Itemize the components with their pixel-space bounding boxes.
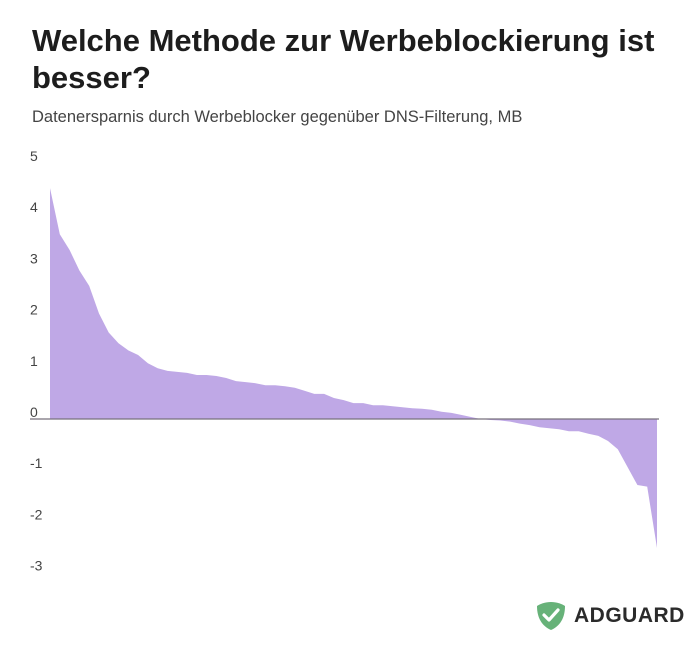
area-series [50, 188, 657, 548]
y-tick-label: -3 [30, 558, 43, 574]
adguard-logo: ADGUARD [536, 601, 685, 631]
y-tick-label: 5 [30, 148, 38, 164]
y-tick-label: -2 [30, 506, 43, 522]
y-tick-label: 0 [30, 404, 38, 420]
y-tick-label: -1 [30, 455, 43, 471]
chart-subtitle: Datenersparnis durch Werbeblocker gegenü… [32, 108, 523, 126]
chart-title: Welche Methode zur Werbeblockierung ist … [32, 23, 655, 95]
y-tick-label: 2 [30, 302, 38, 318]
y-tick-label: 3 [30, 250, 38, 266]
shield-check-icon [537, 602, 565, 630]
y-tick-label: 4 [30, 199, 38, 215]
y-tick-label: 1 [30, 353, 38, 369]
logo-text: ADGUARD [574, 604, 685, 627]
y-axis-ticks: 5 4 3 2 1 0 -1 -2 -3 [30, 148, 43, 574]
